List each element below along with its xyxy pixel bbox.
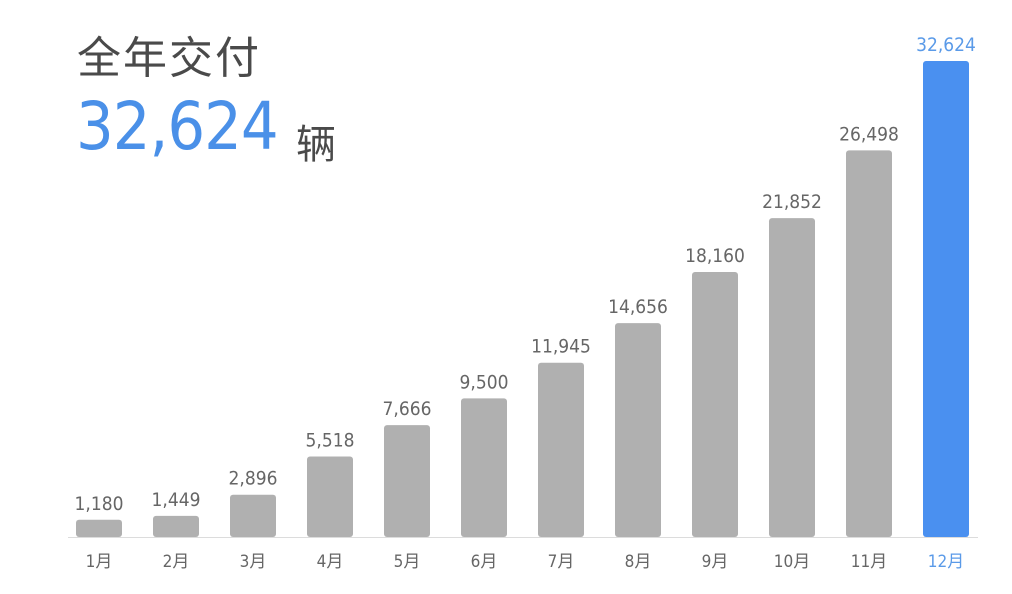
x-tick-label: 5月 [394, 552, 421, 572]
bar-4 [307, 456, 353, 537]
data-label: 26,498 [839, 123, 899, 145]
bar-7 [538, 362, 584, 537]
bar-12 [923, 61, 969, 537]
data-label: 7,666 [383, 398, 432, 420]
bar-11 [846, 150, 892, 537]
x-tick-label: 12月 [928, 552, 964, 572]
x-tick-label: 11月 [851, 552, 887, 572]
data-label: 1,449 [152, 489, 201, 511]
x-tick-label: 2月 [163, 552, 190, 572]
data-label: 2,896 [229, 468, 278, 490]
bar-1 [76, 519, 122, 537]
x-tick-label: 3月 [240, 552, 267, 572]
bar-5 [384, 425, 430, 537]
data-label: 9,500 [460, 371, 509, 393]
bar-8 [615, 323, 661, 537]
x-tick-label: 7月 [548, 552, 575, 572]
data-label: 1,180 [75, 493, 124, 515]
data-label: 14,656 [608, 296, 668, 318]
data-label: 32,624 [916, 34, 976, 56]
data-label: 21,852 [762, 191, 822, 213]
bar-10 [769, 218, 815, 538]
total-value: 32,624 [76, 88, 279, 165]
bar-3 [230, 494, 276, 537]
bar-2 [153, 515, 199, 537]
data-label: 11,945 [531, 336, 591, 358]
x-tick-label: 9月 [702, 552, 729, 572]
bar-9 [692, 272, 738, 537]
bar-6 [461, 398, 507, 537]
x-tick-label: 1月 [86, 552, 113, 572]
x-tick-label: 4月 [317, 552, 344, 572]
data-label: 18,160 [685, 245, 745, 267]
data-label: 5,518 [306, 429, 355, 451]
x-tick-label: 6月 [471, 552, 498, 572]
x-tick-label: 8月 [625, 552, 652, 572]
x-tick-label: 10月 [774, 552, 810, 572]
total-unit: 辆 [296, 122, 336, 168]
chart-title: 全年交付 [77, 33, 261, 84]
